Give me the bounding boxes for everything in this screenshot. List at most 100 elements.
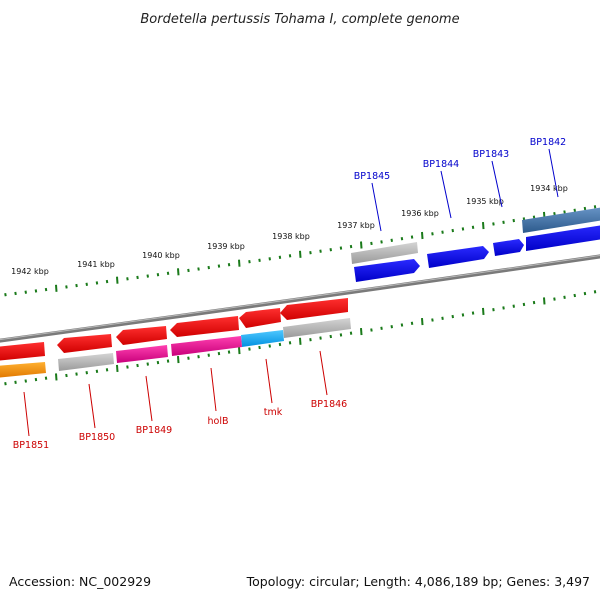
gene-label-bp1845[interactable]: BP1845 — [354, 171, 390, 182]
gene-bp1850-cog — [58, 353, 114, 371]
inner-ring-minor-tick — [126, 365, 129, 369]
gene-bp1843-cds[interactable] — [493, 239, 524, 256]
outer-ring-minor-tick — [95, 281, 99, 285]
tick-label-1937: 1937 kbp — [337, 221, 375, 230]
outer-ring-major-tick — [55, 284, 58, 292]
tick-label-1939: 1939 kbp — [207, 242, 245, 251]
inner-ring-minor-tick — [461, 313, 465, 317]
outer-ring-minor-tick — [410, 235, 414, 239]
gene-label-bp1846[interactable]: BP1846 — [311, 399, 347, 410]
inner-ring-minor-tick — [95, 369, 99, 373]
outer-ring-minor-tick — [380, 240, 383, 244]
inner-ring-minor-tick — [4, 382, 7, 386]
inner-ring-minor-tick — [492, 308, 495, 312]
gene-label-holb[interactable]: holB — [208, 416, 229, 427]
leader-bp1845 — [371, 182, 382, 232]
gene-label-bp1844[interactable]: BP1844 — [423, 159, 459, 170]
outer-ring-minor-tick — [136, 275, 139, 280]
inner-ring-minor-tick — [329, 334, 332, 339]
outer-ring-minor-tick — [268, 257, 271, 261]
minus-label-leaders — [23, 350, 328, 437]
inner-ring-minor-tick — [339, 333, 343, 337]
inner-ring-minor-tick — [380, 326, 383, 330]
gene-bp1851-cds[interactable] — [0, 342, 45, 361]
outer-ring-minor-tick — [248, 260, 251, 264]
outer-ring-minor-tick — [44, 287, 48, 292]
inner-ring-minor-tick — [65, 373, 68, 378]
gene-bp1844-cds[interactable] — [427, 246, 489, 268]
outer-ring-minor-tick — [471, 225, 475, 229]
outer-ring-major-tick — [299, 250, 302, 258]
inner-ring-minor-tick — [349, 331, 353, 335]
outer-ring-minor-tick — [319, 249, 322, 253]
outer-ring-minor-tick — [390, 238, 393, 242]
gene-label-bp1843[interactable]: BP1843 — [473, 149, 509, 160]
outer-tick-ring — [4, 205, 597, 297]
gene-holb-cds[interactable] — [170, 316, 239, 337]
outer-ring-minor-tick — [207, 265, 210, 270]
outer-ring-minor-tick — [309, 251, 312, 255]
outer-ring-minor-tick — [105, 279, 109, 284]
outer-ring-minor-tick — [329, 248, 332, 252]
map-title: Bordetella pertussis Tohama I, complete … — [140, 12, 459, 27]
inner-tick-ring — [4, 290, 597, 386]
gene-bp1845-cds[interactable] — [354, 259, 420, 282]
inner-ring-minor-tick — [227, 350, 231, 354]
inner-ring-minor-tick — [217, 351, 221, 356]
tick-label-1938: 1938 kbp — [272, 232, 310, 241]
outer-ring-minor-tick — [146, 274, 149, 278]
minus-gene-labels: BP1846 tmk holB BP1849 BP1850 BP1851 — [13, 399, 347, 451]
outer-ring-minor-tick — [461, 227, 465, 231]
inner-ring-minor-tick — [441, 316, 444, 320]
plus-label-leaders — [371, 148, 559, 232]
inner-ring-major-tick — [421, 318, 424, 326]
tick-label-1935: 1935 kbp — [466, 197, 504, 206]
outer-ring-minor-tick — [492, 222, 495, 226]
genome-summary-text: Topology: circular; Length: 4,086,189 bp… — [246, 574, 590, 589]
inner-ring-minor-tick — [370, 328, 373, 332]
gene-bp1850-cds[interactable] — [57, 334, 112, 353]
outer-ring-minor-tick — [288, 254, 292, 258]
outer-ring-minor-tick — [593, 205, 597, 209]
outer-ring-major-tick — [360, 241, 363, 249]
gene-bp1845-cog — [351, 242, 418, 264]
gene-bp1846-cds[interactable] — [280, 298, 348, 320]
outer-ring-minor-tick — [258, 258, 261, 262]
inner-ring-major-tick — [238, 347, 241, 355]
outer-ring-minor-tick — [512, 218, 515, 223]
inner-ring-minor-tick — [146, 362, 149, 366]
gene-label-bp1850[interactable]: BP1850 — [79, 432, 115, 443]
gene-label-tmk[interactable]: tmk — [264, 407, 283, 418]
outer-ring-minor-tick — [339, 246, 343, 250]
gene-label-bp1849[interactable]: BP1849 — [136, 425, 172, 436]
inner-ring-minor-tick — [258, 345, 261, 350]
inner-ring-major-tick — [360, 328, 363, 336]
gene-label-bp1842[interactable]: BP1842 — [530, 137, 566, 148]
inner-ring-minor-tick — [288, 341, 292, 345]
outer-ring-minor-tick — [187, 268, 190, 273]
gene-tmk-cds[interactable] — [239, 308, 281, 328]
gene-bp1849-cds[interactable] — [116, 326, 167, 345]
gene-label-bp1851[interactable]: BP1851 — [13, 440, 49, 451]
inner-ring-minor-tick — [309, 338, 312, 342]
outer-ring-minor-tick — [197, 267, 200, 271]
gene-bp1842-cds[interactable] — [526, 224, 600, 251]
leader-bp1843 — [491, 160, 503, 208]
inner-ring-major-tick — [482, 307, 485, 315]
leader-tmk — [265, 358, 273, 404]
minus-strand-cds — [0, 298, 348, 361]
inner-ring-minor-tick — [24, 379, 27, 383]
outer-ring-major-tick — [482, 222, 485, 230]
inner-ring-minor-tick — [85, 371, 88, 375]
inner-ring-minor-tick — [278, 342, 282, 347]
leader-bp1842 — [548, 148, 559, 198]
outer-ring-minor-tick — [227, 263, 231, 267]
outer-ring-major-tick — [238, 259, 241, 267]
tick-label-1940: 1940 kbp — [142, 251, 180, 260]
inner-ring-minor-tick — [532, 300, 536, 305]
outer-ring-minor-tick — [217, 264, 221, 268]
gene-tmk-cog — [241, 330, 284, 347]
inner-ring-minor-tick — [563, 295, 566, 299]
inner-ring-minor-tick — [553, 297, 556, 301]
